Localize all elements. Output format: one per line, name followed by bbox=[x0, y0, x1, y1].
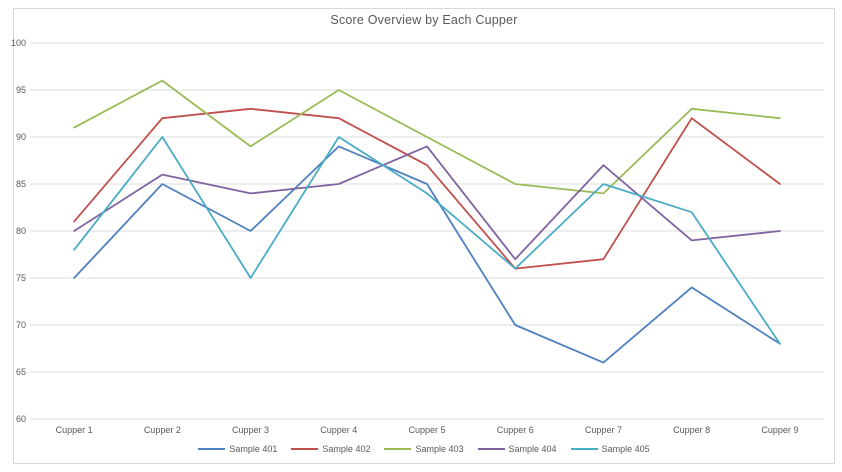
y-tick-label: 80 bbox=[16, 226, 26, 236]
y-tick-label: 75 bbox=[16, 273, 26, 283]
legend-item-sample-402[interactable]: Sample 402 bbox=[291, 443, 370, 454]
x-tick-label: Cupper 2 bbox=[144, 425, 181, 435]
legend-label: Sample 404 bbox=[508, 443, 557, 454]
legend-label: Sample 401 bbox=[229, 443, 278, 454]
series-line-sample-403[interactable] bbox=[73, 79, 781, 195]
y-tick-label: 65 bbox=[16, 367, 26, 377]
y-tick-label: 60 bbox=[16, 414, 26, 424]
series-line-sample-402[interactable] bbox=[73, 107, 781, 270]
legend-swatch bbox=[477, 447, 505, 450]
legend-swatch bbox=[384, 447, 412, 450]
y-tick-label: 70 bbox=[16, 320, 26, 330]
legend-swatch bbox=[198, 447, 226, 450]
legend-item-sample-405[interactable]: Sample 405 bbox=[570, 443, 650, 454]
x-tick-label: Cupper 3 bbox=[232, 425, 269, 435]
y-tick-label: 90 bbox=[16, 132, 26, 142]
chart-frame[interactable] bbox=[13, 8, 835, 464]
chart-title: Score Overview by Each Cupper bbox=[330, 13, 518, 27]
legend-label: Sample 402 bbox=[322, 443, 371, 454]
legend-swatch bbox=[291, 447, 319, 450]
series-line-sample-405[interactable] bbox=[73, 136, 781, 345]
y-tick-label: 85 bbox=[16, 179, 26, 189]
x-tick-label: Cupper 9 bbox=[761, 425, 798, 435]
x-tick-label: Cupper 1 bbox=[56, 425, 93, 435]
x-tick-label: Cupper 5 bbox=[408, 425, 445, 435]
x-tick-label: Cupper 7 bbox=[585, 425, 622, 435]
y-tick-label: 100 bbox=[11, 38, 26, 48]
legend-swatch bbox=[570, 447, 598, 450]
x-tick-label: Cupper 4 bbox=[320, 425, 357, 435]
series-line-sample-404[interactable] bbox=[73, 145, 781, 261]
y-tick-label: 95 bbox=[16, 85, 26, 95]
chart-legend: Sample 401 Sample 402 Sample 403 Sample 404… bbox=[13, 443, 835, 454]
legend-item-sample-403[interactable]: Sample 403 bbox=[384, 443, 464, 454]
legend-label: Sample 405 bbox=[601, 443, 650, 454]
legend-label: Sample 403 bbox=[415, 443, 464, 454]
legend-item-sample-401[interactable]: Sample 401 bbox=[198, 443, 277, 454]
x-tick-label: Cupper 8 bbox=[673, 425, 710, 435]
x-tick-label: Cupper 6 bbox=[497, 425, 534, 435]
legend-item-sample-404[interactable]: Sample 404 bbox=[477, 443, 557, 454]
series-line-sample-401[interactable] bbox=[73, 145, 781, 364]
